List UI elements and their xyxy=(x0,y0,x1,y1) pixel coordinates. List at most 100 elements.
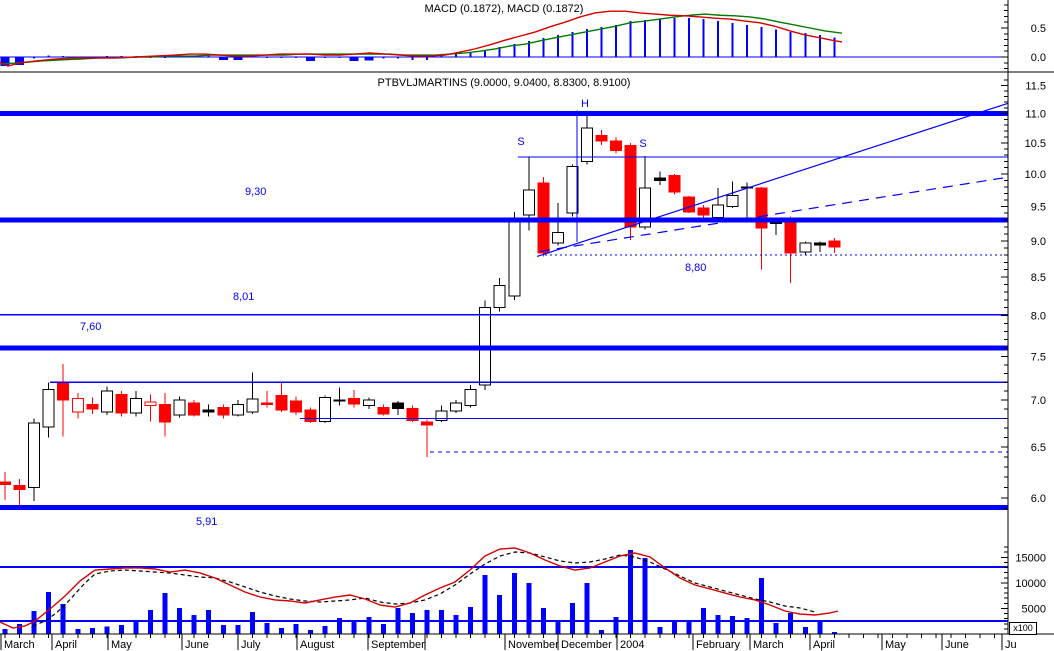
candle-body xyxy=(755,187,768,229)
month-label: May xyxy=(111,639,132,651)
price-ytick-label: 6.5 xyxy=(1031,442,1046,454)
macd-hist-bar xyxy=(498,47,501,57)
macd-line xyxy=(0,10,843,67)
candle-body xyxy=(813,242,826,246)
macd-hist-bar xyxy=(0,57,10,66)
candle-body xyxy=(13,484,26,490)
candle-body xyxy=(260,402,273,406)
macd-hist-bar xyxy=(306,57,316,62)
month-label: March xyxy=(4,639,35,651)
candle-body xyxy=(551,231,564,244)
candle-body xyxy=(319,396,332,422)
trendline xyxy=(539,176,1009,253)
candle-body xyxy=(435,410,448,421)
volume-bar xyxy=(75,628,81,634)
volume-bar xyxy=(104,626,110,634)
macd-hist-bar xyxy=(382,57,385,59)
volume-ma-red xyxy=(0,547,839,629)
volume-bar xyxy=(220,625,226,634)
macd-hist-bar xyxy=(789,32,792,57)
macd-hist-bar xyxy=(364,57,374,61)
volume-bar xyxy=(817,620,823,634)
candle-body xyxy=(377,406,390,415)
macd-hist-bar xyxy=(207,55,210,57)
candle-body xyxy=(100,390,113,413)
macd-hist-bar xyxy=(833,37,836,57)
macd-hist-bar xyxy=(120,55,123,57)
month-label: February xyxy=(696,639,741,651)
volume-bar xyxy=(773,623,779,634)
volume-bar xyxy=(700,607,706,634)
macd-hist-bar xyxy=(760,26,763,57)
price-level-label: 7,60 xyxy=(80,321,101,333)
volume-bar xyxy=(148,609,153,634)
candle-body xyxy=(420,421,433,426)
candle-body xyxy=(188,402,201,416)
candle-body xyxy=(173,399,186,416)
macd-hist-bar xyxy=(527,40,530,57)
volume-bar xyxy=(569,603,575,634)
macd-hist-bar xyxy=(804,33,807,57)
candle-body xyxy=(508,217,521,297)
volume-bar xyxy=(278,627,284,634)
candle-body xyxy=(71,397,84,413)
candle-body xyxy=(726,194,739,208)
month-label: April xyxy=(55,639,77,651)
candle-body xyxy=(639,187,652,228)
volume-bar xyxy=(744,617,750,634)
volume-bar xyxy=(657,627,663,634)
volume-ytick-label: 15000 xyxy=(1015,552,1046,564)
macd-hist-bar xyxy=(349,57,359,62)
candle-body xyxy=(86,404,99,410)
price-ytick-label: 7.5 xyxy=(1031,351,1046,363)
volume-bar xyxy=(133,621,139,634)
month-label: September xyxy=(371,639,425,651)
macd-hist-bar xyxy=(658,19,661,57)
macd-hist-bar xyxy=(556,34,559,57)
volume-bar xyxy=(118,625,124,634)
candle-body xyxy=(522,189,535,216)
month-label: 2004 xyxy=(620,639,644,651)
macd-hist-bar xyxy=(673,18,676,57)
candle-body xyxy=(0,481,11,485)
candle-body xyxy=(348,397,361,405)
macd-hist-bar xyxy=(629,21,632,57)
candle-body xyxy=(682,196,695,213)
volume-bar xyxy=(468,606,474,634)
volume-bar xyxy=(60,604,66,634)
month-label: Ju xyxy=(1005,639,1017,651)
candle-body xyxy=(566,165,579,214)
candle-body xyxy=(231,404,244,416)
volume-bar xyxy=(191,615,197,634)
candle-body xyxy=(464,388,477,407)
macd-hist-bar xyxy=(716,21,719,57)
candle-body xyxy=(28,422,41,488)
volume-bar xyxy=(293,624,299,634)
macd-hist-bar xyxy=(731,22,734,58)
price-ytick-label: 6.0 xyxy=(1031,493,1046,505)
volume-ytick-label: 5000 xyxy=(1022,603,1046,615)
volume-bar xyxy=(308,629,314,634)
candle-body xyxy=(610,140,623,151)
volume-bar xyxy=(249,612,255,634)
price-ytick-label: 9.0 xyxy=(1031,236,1046,248)
trendline xyxy=(536,102,1009,258)
macd-hist-bar xyxy=(411,57,414,60)
volume-bar xyxy=(511,572,517,634)
price-ytick-label: 10.5 xyxy=(1025,138,1046,150)
macd-hist-bar xyxy=(218,57,228,60)
macd-hist-bar xyxy=(775,29,778,57)
volume-bar xyxy=(482,574,488,634)
macd-hist-bar xyxy=(265,57,268,58)
month-label: May xyxy=(885,639,906,651)
volume-bar xyxy=(89,627,95,634)
macd-ytick-label: 0.0 xyxy=(1031,52,1046,64)
volume-bar xyxy=(439,609,444,634)
volume-bar xyxy=(395,607,401,634)
candle-body xyxy=(450,402,463,412)
macd-hist-bar xyxy=(702,19,705,57)
candle-body xyxy=(697,207,710,216)
macd-hist-bar xyxy=(324,57,327,59)
